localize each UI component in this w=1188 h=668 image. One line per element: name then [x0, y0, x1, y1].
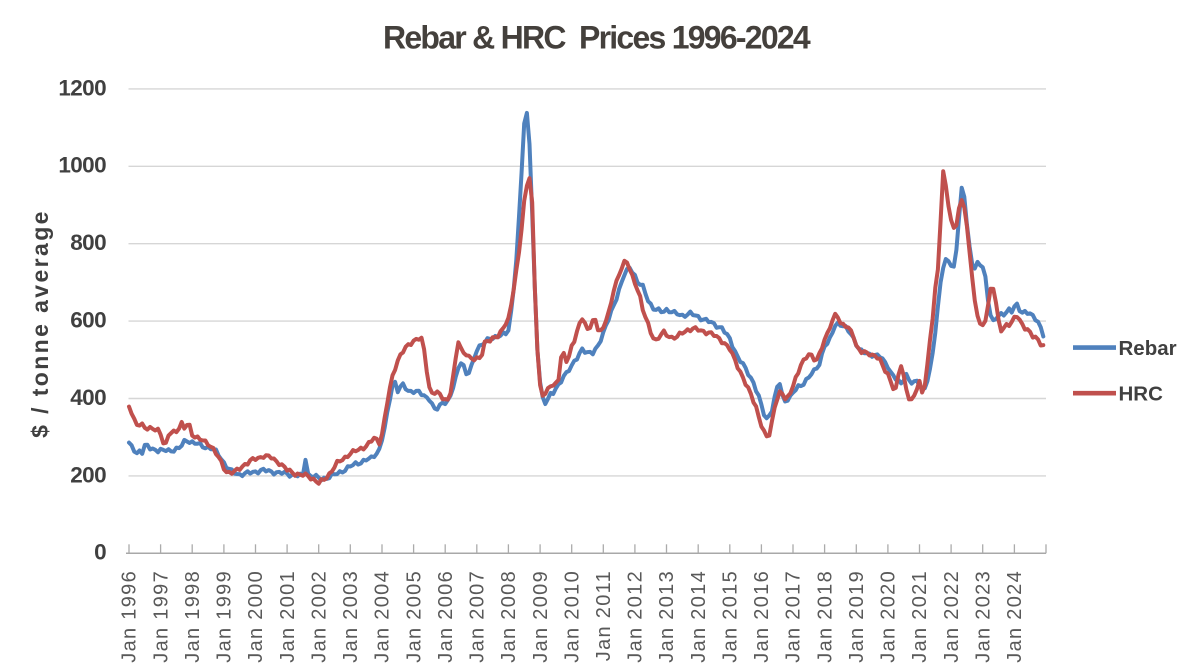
svg-text:Jan 2017: Jan 2017: [783, 570, 805, 663]
svg-text:Jan 2022: Jan 2022: [941, 570, 963, 663]
svg-text:Jan 2012: Jan 2012: [625, 570, 647, 663]
svg-text:Jan 2003: Jan 2003: [340, 570, 362, 663]
svg-text:Jan 2016: Jan 2016: [751, 570, 773, 663]
svg-text:Jan 2001: Jan 2001: [277, 570, 299, 663]
svg-text:Jan 2006: Jan 2006: [435, 570, 457, 663]
svg-text:Jan 2023: Jan 2023: [972, 570, 994, 663]
svg-text:Jan 1998: Jan 1998: [182, 570, 204, 663]
svg-text:Jan 2011: Jan 2011: [593, 570, 615, 661]
svg-text:800: 800: [70, 230, 106, 255]
svg-text:Jan 2000: Jan 2000: [245, 570, 267, 663]
svg-text:HRC: HRC: [1119, 383, 1164, 406]
svg-text:Jan 1996: Jan 1996: [119, 570, 141, 663]
svg-text:Jan 2010: Jan 2010: [561, 570, 583, 663]
svg-text:Rebar & HRC Prices 1996-2024: Rebar & HRC Prices 1996-2024: [383, 20, 811, 56]
svg-text:1000: 1000: [58, 153, 106, 178]
svg-text:Jan 2021: Jan 2021: [909, 570, 931, 663]
svg-text:Jan 2013: Jan 2013: [656, 570, 678, 663]
svg-text:Jan 2024: Jan 2024: [1004, 570, 1026, 663]
svg-text:Rebar: Rebar: [1119, 337, 1177, 360]
svg-text:Jan 2018: Jan 2018: [814, 570, 836, 663]
svg-text:Jan 2007: Jan 2007: [467, 570, 489, 663]
svg-text:Jan 2020: Jan 2020: [878, 570, 900, 663]
svg-text:Jan 1997: Jan 1997: [150, 570, 172, 663]
svg-text:200: 200: [70, 462, 106, 487]
svg-text:Jan 2002: Jan 2002: [308, 570, 330, 663]
svg-text:Jan 2015: Jan 2015: [720, 570, 742, 663]
svg-text:$ / tonne average: $ / tonne average: [27, 209, 53, 438]
svg-text:Jan 2014: Jan 2014: [688, 570, 710, 663]
svg-text:1200: 1200: [58, 75, 106, 100]
svg-text:0: 0: [94, 540, 106, 565]
svg-text:Jan 2009: Jan 2009: [530, 570, 552, 663]
svg-text:Jan 2008: Jan 2008: [498, 570, 520, 663]
svg-text:Jan 1999: Jan 1999: [214, 570, 236, 663]
svg-text:Jan 2019: Jan 2019: [846, 570, 868, 663]
svg-text:Jan 2005: Jan 2005: [403, 570, 425, 663]
svg-text:Jan 2004: Jan 2004: [372, 570, 394, 663]
svg-text:600: 600: [70, 308, 106, 333]
svg-text:400: 400: [70, 385, 106, 410]
